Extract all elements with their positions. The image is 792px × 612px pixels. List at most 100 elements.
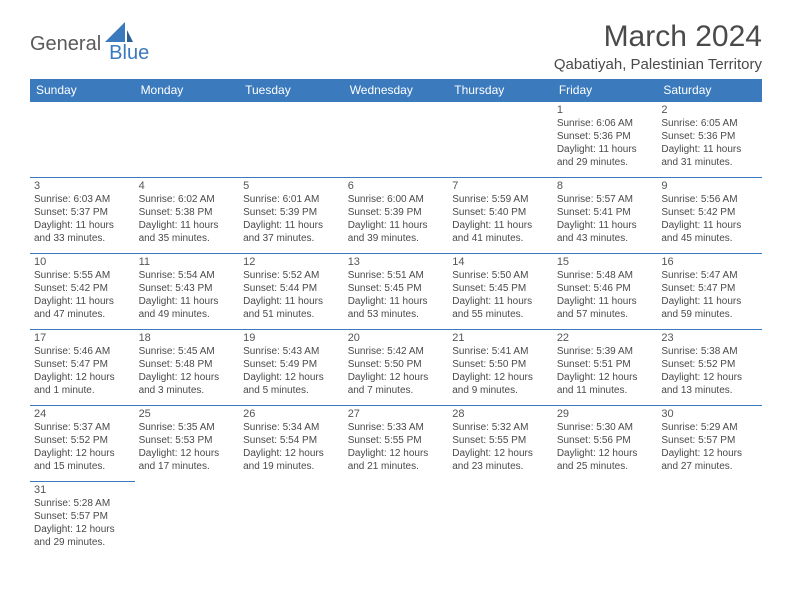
day-info-line: Sunset: 5:44 PM [243,282,340,295]
day-number: 17 [34,332,131,344]
calendar-cell: 2Sunrise: 6:05 AMSunset: 5:36 PMDaylight… [657,102,762,178]
day-number: 21 [452,332,549,344]
day-info-line: Daylight: 11 hours [452,219,549,232]
day-info-line: Sunset: 5:56 PM [557,434,654,447]
day-info-line: Daylight: 12 hours [243,447,340,460]
day-info-line: and 37 minutes. [243,232,340,245]
day-number: 5 [243,180,340,192]
day-info-line: and 9 minutes. [452,384,549,397]
day-info-line: Daylight: 11 hours [348,219,445,232]
calendar-cell [344,102,449,178]
day-info-line: and 55 minutes. [452,308,549,321]
day-info-line: Sunset: 5:39 PM [348,206,445,219]
day-info-line: and 59 minutes. [661,308,758,321]
day-number: 10 [34,256,131,268]
day-info-line: Sunset: 5:47 PM [661,282,758,295]
day-info-line: Daylight: 11 hours [557,295,654,308]
day-info-line: Sunrise: 5:37 AM [34,421,131,434]
day-info-line: Sunrise: 5:30 AM [557,421,654,434]
day-info-line: and 27 minutes. [661,460,758,473]
day-info-line: Daylight: 11 hours [139,295,236,308]
day-info-line: Sunset: 5:45 PM [452,282,549,295]
calendar-cell [135,102,240,178]
day-info-line: and 5 minutes. [243,384,340,397]
day-info-line: and 43 minutes. [557,232,654,245]
calendar-row: 1Sunrise: 6:06 AMSunset: 5:36 PMDaylight… [30,102,762,178]
day-info-line: Sunrise: 5:45 AM [139,345,236,358]
day-header: Sunday [30,79,135,102]
day-info-line: Daylight: 12 hours [348,447,445,460]
calendar-cell: 8Sunrise: 5:57 AMSunset: 5:41 PMDaylight… [553,178,658,254]
day-info-line: Daylight: 11 hours [452,295,549,308]
day-number: 2 [661,104,758,116]
calendar-row: 24Sunrise: 5:37 AMSunset: 5:52 PMDayligh… [30,406,762,482]
day-number: 8 [557,180,654,192]
day-info-line: Daylight: 12 hours [34,371,131,384]
day-info-line: Sunrise: 5:55 AM [34,269,131,282]
day-info-line: Sunrise: 5:34 AM [243,421,340,434]
day-info-line: Sunrise: 6:05 AM [661,117,758,130]
day-info-line: Sunrise: 5:33 AM [348,421,445,434]
day-info-line: Sunset: 5:51 PM [557,358,654,371]
day-info-line: and 25 minutes. [557,460,654,473]
day-info-line: and 23 minutes. [452,460,549,473]
day-number: 22 [557,332,654,344]
day-info-line: Daylight: 11 hours [243,219,340,232]
day-info-line: and 21 minutes. [348,460,445,473]
day-info-line: Sunrise: 6:00 AM [348,193,445,206]
day-info-line: and 51 minutes. [243,308,340,321]
calendar-cell: 25Sunrise: 5:35 AMSunset: 5:53 PMDayligh… [135,406,240,482]
calendar-cell: 23Sunrise: 5:38 AMSunset: 5:52 PMDayligh… [657,330,762,406]
page-title: March 2024 [554,20,762,54]
day-info-line: and 3 minutes. [139,384,236,397]
day-info-line: Sunset: 5:49 PM [243,358,340,371]
day-info-line: Sunrise: 5:54 AM [139,269,236,282]
day-info-line: Sunset: 5:57 PM [34,510,131,523]
day-info-line: Sunset: 5:38 PM [139,206,236,219]
day-info-line: and 41 minutes. [452,232,549,245]
day-info-line: Sunrise: 5:46 AM [34,345,131,358]
day-info-line: Daylight: 12 hours [243,371,340,384]
day-info-line: Sunset: 5:48 PM [139,358,236,371]
day-info-line: Daylight: 12 hours [139,447,236,460]
day-number: 1 [557,104,654,116]
day-info-line: Daylight: 12 hours [452,447,549,460]
day-info-line: and 7 minutes. [348,384,445,397]
calendar-cell: 18Sunrise: 5:45 AMSunset: 5:48 PMDayligh… [135,330,240,406]
day-info-line: Sunset: 5:53 PM [139,434,236,447]
calendar-row: 3Sunrise: 6:03 AMSunset: 5:37 PMDaylight… [30,178,762,254]
day-info-line: Sunrise: 5:57 AM [557,193,654,206]
calendar-cell: 24Sunrise: 5:37 AMSunset: 5:52 PMDayligh… [30,406,135,482]
day-header: Tuesday [239,79,344,102]
calendar-cell [239,482,344,558]
calendar-cell [553,482,658,558]
day-info-line: Sunrise: 5:42 AM [348,345,445,358]
day-info-line: Sunrise: 5:59 AM [452,193,549,206]
day-info-line: Daylight: 11 hours [348,295,445,308]
calendar-cell: 3Sunrise: 6:03 AMSunset: 5:37 PMDaylight… [30,178,135,254]
calendar-row: 10Sunrise: 5:55 AMSunset: 5:42 PMDayligh… [30,254,762,330]
calendar-cell: 31Sunrise: 5:28 AMSunset: 5:57 PMDayligh… [30,482,135,558]
day-info-line: Sunrise: 6:01 AM [243,193,340,206]
day-info-line: Sunset: 5:52 PM [661,358,758,371]
day-info-line: Sunset: 5:55 PM [348,434,445,447]
day-info-line: Daylight: 11 hours [661,143,758,156]
day-info-line: and 57 minutes. [557,308,654,321]
day-info-line: Sunset: 5:50 PM [348,358,445,371]
calendar-cell: 1Sunrise: 6:06 AMSunset: 5:36 PMDaylight… [553,102,658,178]
day-number: 9 [661,180,758,192]
day-number: 31 [34,484,131,496]
header: General Blue March 2024 Qabatiyah, Pales… [30,20,762,73]
calendar-cell: 7Sunrise: 5:59 AMSunset: 5:40 PMDaylight… [448,178,553,254]
day-header: Friday [553,79,658,102]
day-info-line: Daylight: 11 hours [34,219,131,232]
calendar-row: 17Sunrise: 5:46 AMSunset: 5:47 PMDayligh… [30,330,762,406]
day-number: 12 [243,256,340,268]
day-number: 27 [348,408,445,420]
calendar-cell: 4Sunrise: 6:02 AMSunset: 5:38 PMDaylight… [135,178,240,254]
day-info-line: Daylight: 12 hours [661,447,758,460]
day-number: 25 [139,408,236,420]
calendar-cell: 29Sunrise: 5:30 AMSunset: 5:56 PMDayligh… [553,406,658,482]
day-info-line: Daylight: 11 hours [139,219,236,232]
calendar-cell: 11Sunrise: 5:54 AMSunset: 5:43 PMDayligh… [135,254,240,330]
